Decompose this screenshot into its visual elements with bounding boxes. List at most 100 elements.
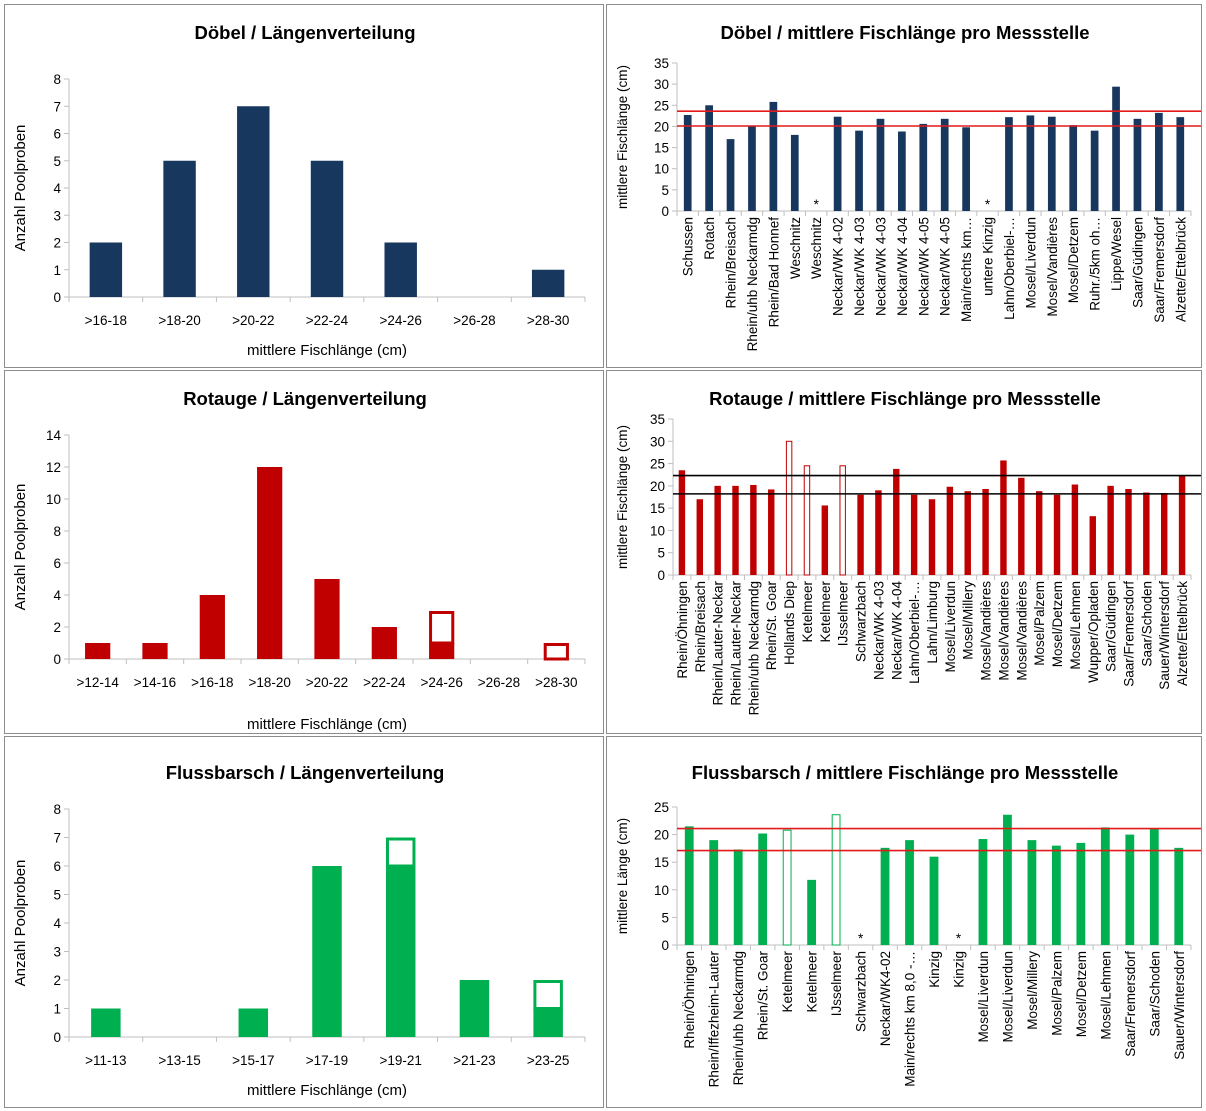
bar: [893, 468, 900, 575]
x-tick-label: Rhein/Lauter-Neckar: [729, 580, 744, 705]
bar: [1027, 840, 1037, 945]
bar: [946, 486, 954, 575]
y-tick-label: 30: [654, 77, 669, 92]
x-tick-label: Saar/Güdingen: [1104, 581, 1119, 672]
bar: [1047, 116, 1056, 211]
bar: [1160, 492, 1168, 575]
y-tick-label: 0: [53, 652, 61, 667]
bar: [85, 643, 111, 659]
bar: [1035, 491, 1043, 575]
x-tick-label: Rhein/Öhningen: [675, 581, 690, 679]
bar: [1005, 117, 1013, 211]
x-tick-label: >26-28: [478, 675, 520, 690]
y-tick-label: 2: [53, 236, 61, 251]
x-tick-label: IJsselmeer: [836, 580, 851, 646]
bar: [238, 1008, 269, 1037]
y-tick-label: 6: [53, 127, 61, 142]
y-tick-label: 15: [654, 855, 669, 870]
x-tick-label: >18-20: [158, 313, 200, 328]
y-tick-label: 7: [53, 831, 61, 846]
bar-outline: [803, 465, 811, 576]
y-tick-label: 20: [654, 828, 669, 843]
x-tick-label: >24-26: [420, 675, 462, 690]
y-tick-label: 5: [53, 154, 61, 169]
x-tick-label: >19-21: [380, 1053, 422, 1068]
y-axis-label: mittlere Länge (cm): [615, 818, 630, 934]
bar: [790, 134, 799, 211]
bar: [919, 123, 928, 211]
bar: [705, 105, 713, 211]
x-tick-label: >22-24: [306, 313, 349, 328]
bar-outline: [385, 837, 416, 868]
x-tick-label: Hollands Diep: [782, 581, 797, 665]
bar: [1053, 494, 1061, 575]
bar: [684, 826, 694, 945]
bar: [1155, 112, 1163, 211]
x-tick-label: Mosel/Vandières: [996, 581, 1011, 681]
x-tick-label: Mosel/Lehmen: [1068, 581, 1083, 670]
x-tick-label: Mosel/Vandières: [979, 581, 994, 681]
x-tick-label: Mosel/Lehmen: [1098, 951, 1113, 1040]
x-tick-label: >21-23: [453, 1053, 495, 1068]
bar: [758, 833, 768, 945]
x-tick-label: Mosel/Vandières: [1014, 581, 1029, 681]
bar: [750, 484, 757, 575]
y-axis-label: Anzahl Poolproben: [12, 125, 29, 252]
y-tick-label: 15: [654, 141, 669, 156]
y-tick-label: 0: [661, 204, 669, 219]
x-tick-label: Mosel/Millery: [961, 581, 976, 660]
x-tick-label: Rhein/St. Goar: [756, 951, 771, 1041]
x-tick-label: Weschnitz: [788, 217, 803, 279]
x-axis-label: mittlere Fischlänge (cm): [247, 1082, 407, 1099]
y-tick-label: 0: [53, 290, 61, 305]
bar: [142, 643, 168, 659]
bar: [1125, 834, 1135, 945]
x-tick-label: >17-19: [306, 1053, 348, 1068]
x-tick-label: Saar/Fremersdorf: [1123, 951, 1138, 1057]
chart-title: Flussbarsch / mittlere Fischlänge pro Me…: [692, 762, 1119, 783]
x-tick-label: Ketelmeer: [818, 580, 833, 642]
bar: [855, 130, 863, 211]
bar: [1112, 86, 1120, 211]
bar: [726, 139, 735, 211]
bar-outline: [782, 829, 792, 946]
x-tick-label: Sauer/Wintersdorf: [1172, 951, 1187, 1060]
chart-title: Döbel / Längenverteilung: [195, 22, 416, 43]
bar: [1178, 475, 1186, 575]
bar: [709, 840, 719, 945]
y-tick-label: 5: [657, 546, 665, 561]
bar: [384, 242, 417, 297]
y-tick-label: 1: [53, 263, 61, 278]
x-tick-label: Rhein/uhb Neckarmdg: [731, 951, 746, 1085]
bar: [696, 499, 704, 575]
bar: [833, 116, 842, 211]
missing-marker: *: [858, 931, 864, 946]
bar: [940, 118, 949, 211]
x-tick-label: Alzette/Ettelbrück: [1175, 581, 1190, 686]
x-tick-label: >12-14: [76, 675, 119, 690]
barsch-hist-panel: Flussbarsch / Längenverteilung 0 1 2 3 4 5 6 7 8 A…: [4, 736, 604, 1108]
x-tick-label: Rhein/Öhningen: [682, 951, 697, 1049]
bar: [371, 627, 397, 659]
x-tick-label: IJsselmeer: [829, 950, 844, 1016]
bar-outline: [839, 465, 846, 576]
barsch-sites-panel: Flussbarsch / mittlere Fischlänge pro Me…: [606, 736, 1202, 1108]
x-tick-label: Rotach: [702, 217, 717, 260]
x-tick-label: >26-28: [453, 313, 495, 328]
bar: [91, 1008, 121, 1037]
y-tick-label: 12: [46, 460, 61, 475]
x-tick-label: >14-16: [134, 675, 176, 690]
y-tick-label: 10: [650, 523, 665, 538]
x-tick-label: >28-30: [527, 313, 569, 328]
y-tick-label: 1: [53, 1002, 61, 1017]
bar: [533, 1008, 563, 1037]
x-tick-label: Neckar/WK 4-03: [871, 581, 886, 680]
y-tick-label: 25: [654, 800, 669, 815]
x-tick-label: Saar/Schoden: [1139, 581, 1154, 667]
y-tick-label: 20: [650, 479, 665, 494]
bar: [199, 595, 225, 659]
y-axis-label: Anzahl Poolproben: [12, 484, 29, 611]
x-tick-label: Saar/Fremersdorf: [1152, 217, 1167, 323]
bar: [1026, 115, 1035, 211]
bar: [1133, 118, 1142, 211]
